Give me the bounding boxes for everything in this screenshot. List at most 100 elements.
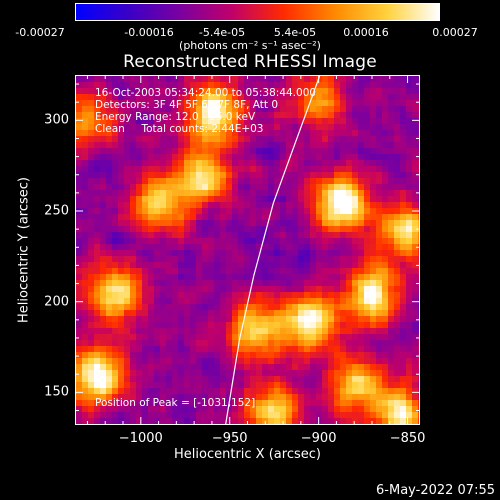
heatmap-cell [166, 244, 172, 250]
heatmap-cell [340, 178, 346, 184]
heatmap-cell [148, 76, 154, 82]
heatmap-cell [406, 184, 412, 190]
heatmap-cell [340, 280, 346, 286]
heatmap-cell [244, 226, 250, 232]
heatmap-cell [178, 418, 184, 424]
heatmap-cell [364, 106, 370, 112]
heatmap-cell [256, 406, 262, 412]
heatmap-cell [352, 292, 358, 298]
heatmap-cell [400, 310, 406, 316]
heatmap-cell [184, 94, 190, 100]
heatmap-cell [94, 304, 100, 310]
heatmap-cell [412, 268, 418, 274]
heatmap-cell [208, 106, 214, 112]
heatmap-cell [292, 388, 298, 394]
heatmap-cell [214, 388, 220, 394]
heatmap-cell [298, 406, 304, 412]
heatmap-cell [346, 238, 352, 244]
heatmap-cell [142, 298, 148, 304]
heatmap-cell [346, 88, 352, 94]
heatmap-cell [388, 184, 394, 190]
heatmap-cell [268, 316, 274, 322]
heatmap-cell [232, 268, 238, 274]
heatmap-cell [94, 358, 100, 364]
heatmap-cell [184, 388, 190, 394]
heatmap-cell [394, 118, 400, 124]
heatmap-cell [112, 388, 118, 394]
heatmap-cell [94, 100, 100, 106]
heatmap-cell [244, 142, 250, 148]
heatmap-cell [220, 340, 226, 346]
heatmap-cell [412, 316, 418, 322]
heatmap-cell [268, 394, 274, 400]
heatmap-cell [160, 256, 166, 262]
heatmap-cell [316, 388, 322, 394]
heatmap-cell [190, 322, 196, 328]
heatmap-cell [292, 124, 298, 130]
heatmap-cell [322, 112, 328, 118]
heatmap-cell [160, 268, 166, 274]
heatmap-cell [112, 382, 118, 388]
heatmap-cell [406, 94, 412, 100]
heatmap-cell [112, 286, 118, 292]
heatmap-cell [286, 94, 292, 100]
heatmap-cell [310, 88, 316, 94]
heatmap-cell [208, 166, 214, 172]
heatmap-cell [376, 214, 382, 220]
heatmap-cell [160, 76, 166, 82]
heatmap-cell [304, 178, 310, 184]
heatmap-cell [178, 268, 184, 274]
heatmap-cell [268, 178, 274, 184]
heatmap-cell [160, 166, 166, 172]
heatmap-cell [352, 400, 358, 406]
heatmap-cell [406, 418, 412, 424]
heatmap-cell [148, 406, 154, 412]
heatmap-cell [166, 172, 172, 178]
heatmap-cell [94, 94, 100, 100]
heatmap-cell [148, 178, 154, 184]
heatmap-cell [400, 406, 406, 412]
heatmap-cell [286, 214, 292, 220]
heatmap-cell [418, 310, 419, 316]
heatmap-cell [334, 394, 340, 400]
heatmap-cell [112, 376, 118, 382]
heatmap-cell [196, 286, 202, 292]
heatmap-cell [184, 172, 190, 178]
heatmap-cell [214, 178, 220, 184]
heatmap-cell [88, 244, 94, 250]
heatmap-cell [244, 214, 250, 220]
heatmap-cell [370, 88, 376, 94]
heatmap-cell [136, 220, 142, 226]
heatmap-cell [274, 100, 280, 106]
heatmap-cell [394, 232, 400, 238]
heatmap-cell [388, 418, 394, 424]
heatmap-cell [226, 286, 232, 292]
heatmap-cell [148, 304, 154, 310]
heatmap-cell [394, 316, 400, 322]
heatmap-cell [316, 364, 322, 370]
heatmap-cell [136, 208, 142, 214]
heatmap-cell [130, 316, 136, 322]
heatmap-cell [250, 334, 256, 340]
heatmap-cell [268, 238, 274, 244]
heatmap-cell [88, 262, 94, 268]
heatmap-cell [382, 280, 388, 286]
heatmap-cell [382, 94, 388, 100]
heatmap-cell [136, 322, 142, 328]
heatmap-cell [280, 130, 286, 136]
heatmap-cell [94, 112, 100, 118]
heatmap-cell [334, 166, 340, 172]
heatmap-cell [178, 226, 184, 232]
heatmap-cell [238, 76, 244, 82]
heatmap-cell [196, 172, 202, 178]
heatmap-cell [304, 154, 310, 160]
heatmap-cell [256, 172, 262, 178]
heatmap-cell [94, 136, 100, 142]
heatmap-cell [88, 112, 94, 118]
heatmap-cell [166, 214, 172, 220]
heatmap-cell [178, 148, 184, 154]
heatmap-cell [274, 124, 280, 130]
heatmap-cell [268, 100, 274, 106]
heatmap-cell [208, 376, 214, 382]
heatmap-cell [394, 304, 400, 310]
